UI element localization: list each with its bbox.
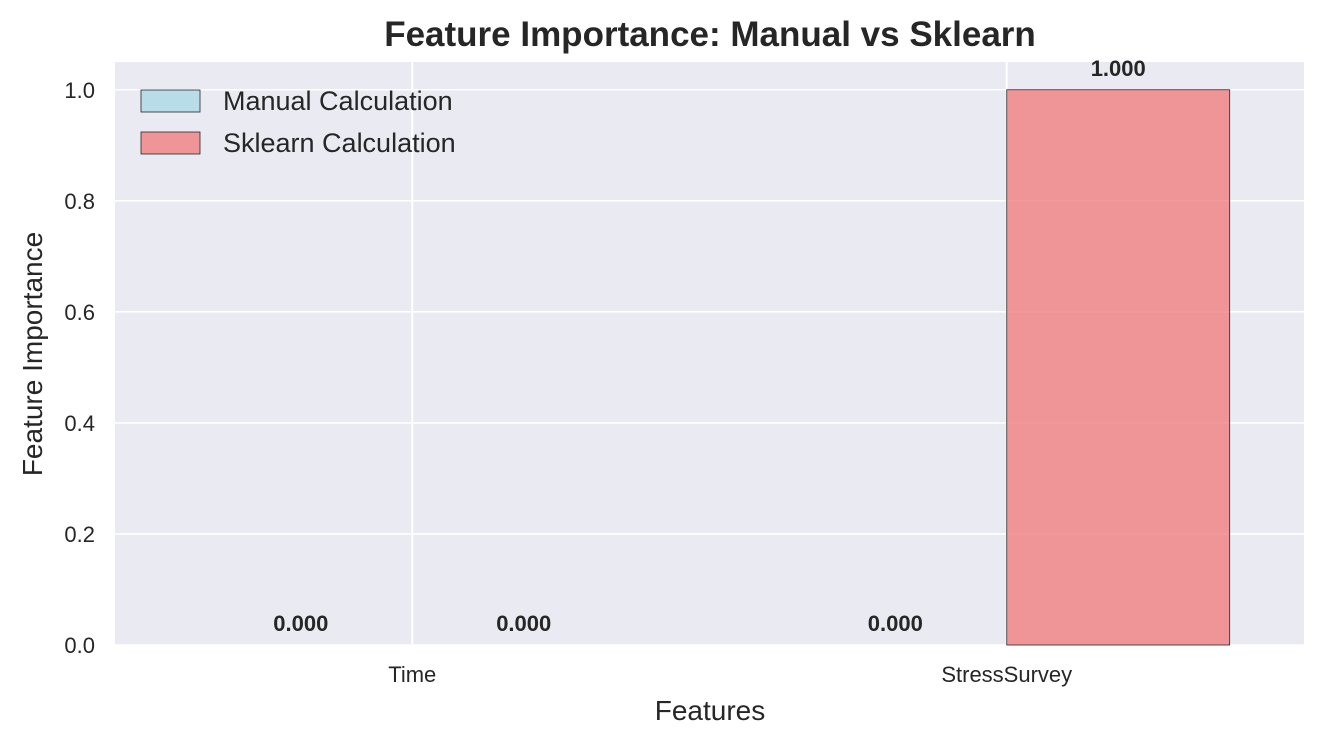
- data-label: 1.000: [1091, 56, 1146, 81]
- x-axis-ticks: Time StressSurvey: [388, 662, 1072, 687]
- data-label: 0.000: [496, 611, 551, 636]
- x-tick-label: StressSurvey: [941, 662, 1072, 687]
- y-tick-label: 0.6: [64, 300, 95, 325]
- bar-sklearn-calculation-1: [1006, 89, 1231, 646]
- data-label: 0.000: [868, 611, 923, 636]
- legend-label-manual: Manual Calculation: [223, 86, 453, 116]
- y-tick-label: 0.4: [64, 411, 95, 436]
- chart-title: Feature Importance: Manual vs Sklearn: [384, 15, 1036, 54]
- data-label: 0.000: [273, 611, 328, 636]
- x-axis-label: Features: [655, 695, 766, 726]
- y-tick-label: 1.0: [64, 78, 95, 103]
- legend-swatch-manual: [140, 89, 201, 113]
- bars-group: [1006, 89, 1231, 646]
- legend: Manual Calculation Sklearn Calculation: [140, 86, 456, 158]
- x-tick-label: Time: [388, 662, 436, 687]
- y-tick-label: 0.2: [64, 522, 95, 547]
- y-tick-label: 0.0: [64, 633, 95, 658]
- y-axis-ticks: 0.0 0.2 0.4 0.6 0.8 1.0: [64, 78, 95, 658]
- y-axis-label: Feature Importance: [17, 232, 48, 476]
- y-tick-label: 0.8: [64, 189, 95, 214]
- legend-swatch-sklearn: [140, 131, 201, 155]
- data-labels-group: 0.000 0.000 0.000 1.000: [273, 56, 1146, 636]
- legend-label-sklearn: Sklearn Calculation: [223, 128, 456, 158]
